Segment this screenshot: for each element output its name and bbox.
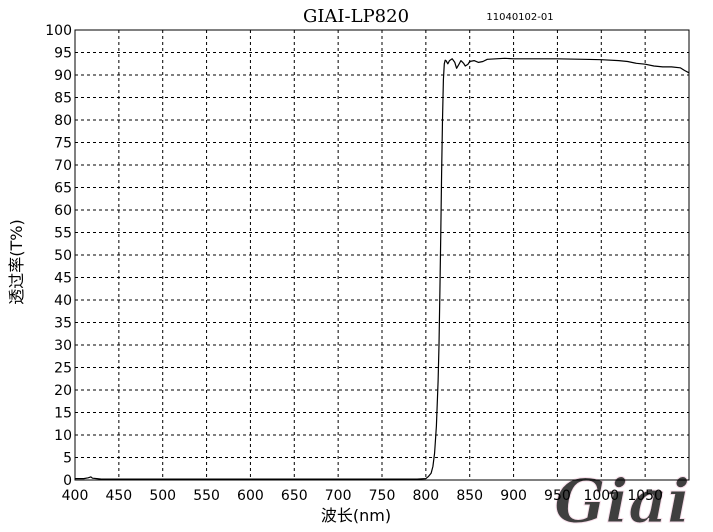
watermark-logo: Giai (554, 467, 690, 528)
y-tick-label: 75 (54, 136, 72, 152)
y-tick-label: 25 (54, 361, 72, 377)
plot-frame (74, 29, 690, 481)
grid-lines (75, 30, 689, 480)
x-tick-label: 400 (62, 488, 89, 504)
y-tick-labels: 0 5 10 15 20 25 30 35 40 45 50 55 60 65 70 75 80 85 90 95 10… (45, 23, 72, 489)
x-tick-label: 900 (500, 488, 527, 504)
y-tick-label: 45 (54, 271, 72, 287)
x-tick-label: 550 (193, 488, 220, 504)
chart-title: GIAI-LP820 (303, 6, 409, 27)
y-tick-label: 100 (45, 23, 72, 39)
x-tick-label: 750 (369, 488, 396, 504)
y-tick-label: 85 (54, 91, 72, 107)
y-tick-label: 0 (63, 473, 72, 489)
y-tick-label: 55 (54, 226, 72, 242)
y-tick-label: 40 (54, 293, 72, 309)
watermark: Giai (554, 467, 691, 532)
x-axis-label: 波长(nm) (321, 506, 391, 525)
y-tick-label: 70 (54, 158, 72, 174)
y-tick-label: 10 (54, 428, 72, 444)
y-tick-label: 90 (54, 68, 72, 84)
y-tick-label: 65 (54, 181, 72, 197)
x-tick-label: 950 (544, 488, 571, 504)
y-axis-label: 透过率(T%) (7, 219, 26, 304)
x-tick-label: 650 (281, 488, 308, 504)
y-tick-label: 60 (54, 203, 72, 219)
x-tick-label: 450 (105, 488, 132, 504)
x-tick-label: 1050 (627, 488, 663, 504)
x-tick-label: 700 (325, 488, 352, 504)
x-tick-label: 1000 (583, 488, 619, 504)
series-layer (75, 57, 690, 480)
x-tick-label: 500 (149, 488, 176, 504)
y-tick-label: 20 (54, 383, 72, 399)
x-tick-labels: 400 450 500 550 600 650 700 750 800 850 900 950 1000… (62, 488, 663, 504)
y-tick-label: 95 (54, 46, 72, 62)
y-tick-label: 35 (54, 316, 72, 332)
y-tick-label: 30 (54, 338, 72, 354)
x-tick-label: 600 (237, 488, 264, 504)
y-tick-label: 50 (54, 248, 72, 264)
x-tick-label: 850 (456, 488, 483, 504)
y-tick-label: 80 (54, 113, 72, 129)
series-line (75, 57, 690, 480)
x-tick-label: 800 (412, 488, 439, 504)
y-tick-label: 5 (63, 451, 72, 467)
chart-subtitle: 11040102-01 (486, 12, 553, 23)
y-tick-label: 15 (54, 406, 72, 422)
